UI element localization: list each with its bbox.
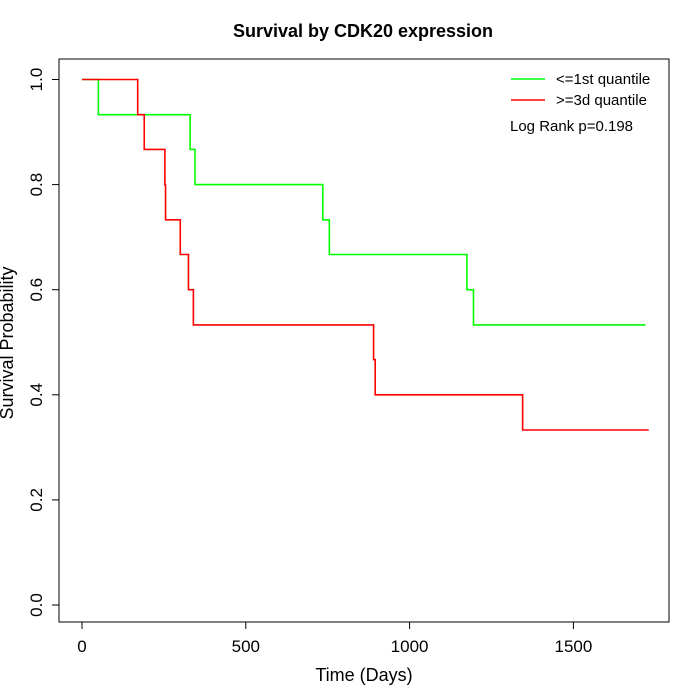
x-tick-label: 0 bbox=[77, 637, 86, 656]
log-rank-annotation: Log Rank p=0.198 bbox=[510, 118, 633, 135]
x-axis-label: Time (Days) bbox=[315, 665, 412, 685]
series-layer bbox=[82, 78, 649, 431]
y-tick-label: 1.0 bbox=[27, 68, 46, 92]
y-tick-label: 0.0 bbox=[27, 593, 46, 617]
legend-label-1: <=1st quantile bbox=[556, 71, 650, 88]
x-tick-label: 1000 bbox=[391, 637, 429, 656]
y-tick-label: 0.6 bbox=[27, 278, 46, 302]
x-axis: 0 500 1000 1500 bbox=[77, 621, 592, 656]
y-tick-label: 0.2 bbox=[27, 488, 46, 512]
y-tick-label: 0.4 bbox=[27, 383, 46, 407]
chart-title: Survival by CDK20 expression bbox=[233, 21, 493, 41]
legend: <=1st quantile >=3d quantile bbox=[511, 71, 650, 109]
y-tick-label: 0.8 bbox=[27, 173, 46, 197]
legend-label-2: >=3d quantile bbox=[556, 92, 647, 109]
series-line-2 bbox=[82, 78, 649, 431]
x-tick-label: 500 bbox=[232, 637, 260, 656]
y-axis-label: Survival Probability bbox=[0, 266, 17, 419]
x-tick-label: 1500 bbox=[554, 637, 592, 656]
y-axis: 0.0 0.2 0.4 0.6 0.8 1.0 bbox=[27, 68, 60, 617]
